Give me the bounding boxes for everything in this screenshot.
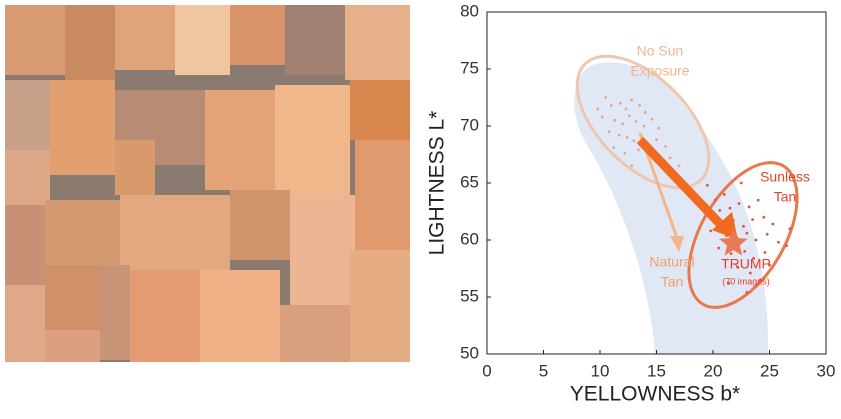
annotation: Natural [649, 254, 694, 270]
point [727, 281, 731, 285]
point [709, 229, 713, 233]
point [655, 138, 658, 142]
point [625, 136, 629, 139]
region-band [574, 62, 769, 354]
y-tick-label: 70 [460, 115, 479, 134]
annotation: Tan [661, 274, 684, 290]
point [777, 240, 780, 244]
point [621, 122, 624, 126]
y-tick-label: 60 [460, 229, 479, 248]
y-axis-label: LIGHTNESS L* [426, 111, 449, 256]
sunless-tan-arrow [636, 136, 726, 230]
annotation: Tan [774, 189, 797, 205]
point [745, 231, 749, 235]
point [717, 246, 721, 250]
point [630, 98, 634, 102]
point [624, 107, 628, 111]
point [736, 265, 740, 269]
x-tick-label: 0 [482, 361, 491, 380]
point [728, 206, 732, 210]
point [705, 183, 709, 187]
star-group [719, 228, 748, 256]
point [642, 124, 646, 128]
annotation: Exposure [630, 63, 689, 79]
annotation: TRUMP [721, 256, 771, 272]
point [762, 215, 766, 219]
x-tick-label: 10 [591, 361, 610, 380]
point [650, 117, 654, 121]
point [638, 104, 641, 107]
point [737, 202, 741, 205]
annotation: No Sun [637, 43, 684, 59]
point [613, 118, 617, 122]
annotation: Sunless [760, 169, 810, 185]
point [617, 133, 621, 137]
x-tick-label: 15 [647, 361, 666, 380]
point [748, 271, 752, 275]
x-tick-label: 30 [817, 361, 836, 380]
point [768, 263, 771, 267]
point [643, 110, 647, 114]
point [739, 181, 743, 185]
point [722, 193, 726, 196]
point [600, 115, 604, 119]
point [637, 148, 640, 152]
point [618, 101, 622, 105]
points [596, 96, 792, 294]
y-tick-label: 55 [460, 286, 479, 305]
axes: 0 5 10 15 20 25 30 50 55 60 65 70 75 80 [460, 1, 835, 380]
point [623, 151, 627, 155]
point [765, 232, 769, 236]
x-tick-label: 25 [760, 361, 779, 380]
point [607, 130, 611, 134]
no-sun-ellipse [575, 54, 711, 190]
y-tick-label: 50 [460, 343, 479, 362]
point [664, 145, 667, 148]
point [751, 218, 754, 221]
point [627, 114, 631, 118]
point [718, 208, 722, 212]
point [677, 164, 681, 168]
annotation: (70 images) [722, 276, 770, 286]
point [745, 291, 749, 294]
point [630, 164, 634, 168]
y-tick-label: 75 [460, 58, 479, 77]
star-marker [719, 228, 748, 256]
point [743, 250, 747, 253]
point [657, 126, 661, 130]
point [759, 278, 762, 282]
y-tick-label: 80 [460, 1, 479, 20]
point [752, 256, 756, 260]
point [742, 224, 745, 228]
x-axis-label: YELLOWNESS b* [570, 383, 740, 406]
y-tick-label: 65 [460, 172, 479, 191]
point [756, 198, 760, 202]
arrow-head [670, 236, 684, 252]
point [632, 139, 636, 143]
point [763, 251, 767, 254]
point [785, 244, 788, 248]
point [771, 222, 775, 226]
point [612, 146, 615, 150]
point [596, 107, 600, 111]
x-tick-label: 5 [539, 361, 548, 380]
photo-collage [5, 5, 410, 362]
point [729, 252, 733, 256]
point [668, 156, 672, 160]
point [747, 205, 751, 209]
x-tick-label: 20 [704, 361, 723, 380]
point [634, 120, 638, 123]
point [713, 198, 717, 202]
point [604, 96, 608, 99]
point [754, 238, 758, 242]
point [788, 227, 792, 231]
point [609, 104, 613, 107]
